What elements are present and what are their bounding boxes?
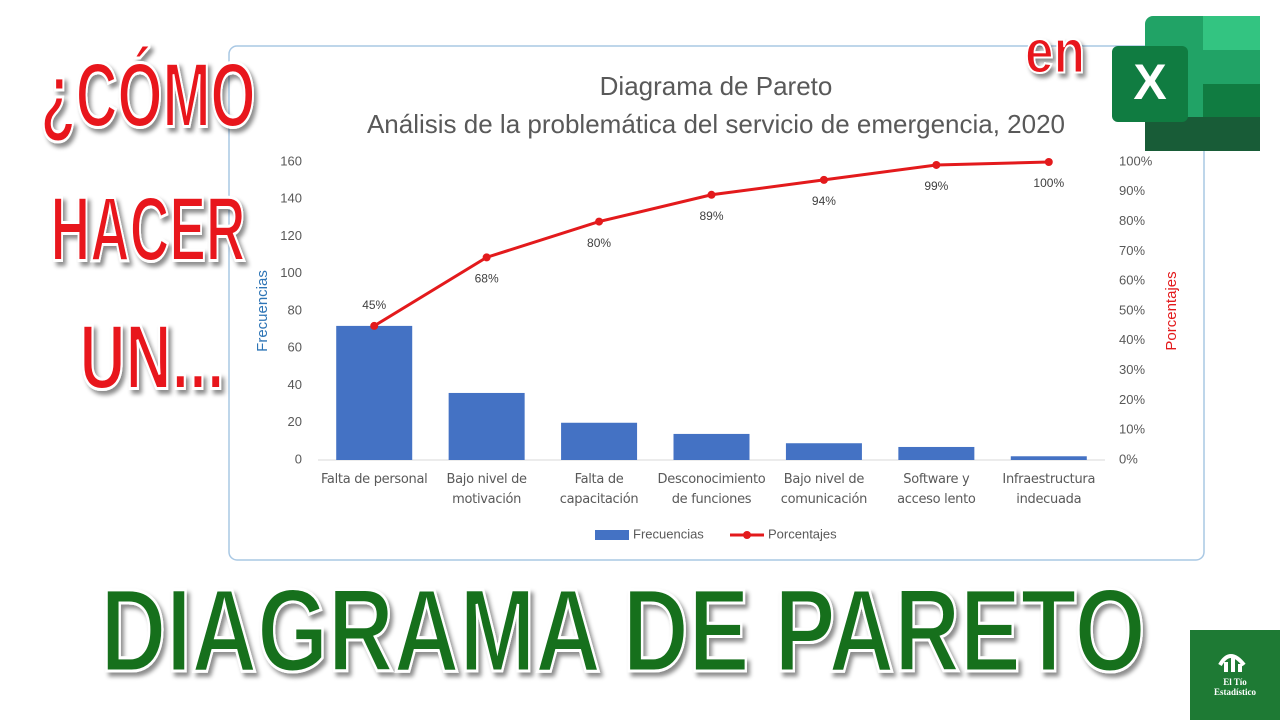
legend-label: Porcentajes [768, 526, 837, 541]
y-tick-label: 20 [288, 414, 302, 429]
line-marker [482, 253, 491, 262]
chart-subtitle: Análisis de la problemática del servicio… [367, 109, 1065, 139]
y2-tick-label: 100% [1119, 153, 1153, 168]
logo: El Tío Estadístico [1190, 630, 1280, 720]
bar [1010, 456, 1087, 460]
logo-text: El Tío [1223, 677, 1247, 687]
legend-swatch [595, 530, 629, 540]
y-tick-label: 80 [288, 302, 302, 317]
line-marker [595, 217, 604, 226]
y2-tick-label: 80% [1119, 213, 1145, 228]
y-tick-label: 160 [280, 153, 302, 168]
bar [561, 422, 638, 460]
x-tick-label: Desconocimiento de funciones [657, 472, 766, 507]
line-marker [1044, 158, 1053, 166]
y-tick-label: 100 [280, 265, 302, 280]
y2-tick-label: 10% [1119, 422, 1145, 437]
line-marker [370, 321, 379, 330]
y-tick-label: 40 [288, 377, 302, 392]
data-label: 89% [699, 209, 723, 223]
y-tick-label: 60 [288, 340, 302, 355]
line-marker [707, 190, 716, 199]
y2-tick-label: 0% [1119, 451, 1138, 466]
legend-swatch [743, 531, 751, 539]
logo-text: Estadístico [1214, 687, 1257, 697]
bar [898, 446, 975, 460]
bar [448, 392, 525, 460]
data-label: 80% [587, 236, 611, 250]
data-label: 45% [362, 298, 386, 312]
headline: ¿CÓMO [41, 43, 256, 146]
y2-tick-label: 40% [1119, 332, 1145, 347]
y-tick-label: 140 [280, 191, 302, 206]
bar [785, 443, 862, 460]
excel-icon: X [1112, 16, 1260, 151]
x-tick-label: Falta de capacitación [559, 472, 639, 507]
line-marker [819, 175, 828, 184]
y-tick-label: 120 [280, 228, 302, 243]
y2-tick-label: 50% [1119, 302, 1145, 317]
banner: DIAGRAMA DE PARETO [101, 565, 1146, 697]
y2-axis-title: Porcentajes [1163, 271, 1180, 350]
y2-tick-label: 30% [1119, 362, 1145, 377]
y2-tick-label: 60% [1119, 273, 1145, 288]
y2-tick-label: 20% [1119, 392, 1145, 407]
headline: HACER [51, 178, 246, 280]
connector: en [1025, 17, 1085, 86]
legend-label: Frecuencias [633, 526, 704, 541]
data-label: 94% [812, 194, 836, 208]
chart-title: Diagrama de Pareto [600, 71, 833, 101]
bar [336, 325, 413, 460]
y2-tick-label: 70% [1119, 243, 1145, 258]
excel-letter: X [1133, 54, 1166, 110]
line-marker [932, 160, 941, 169]
x-tick-label: Bajo nivel de comunicación [780, 472, 868, 507]
data-label: 100% [1033, 176, 1064, 190]
y2-tick-label: 90% [1119, 183, 1145, 198]
x-tick-label: Falta de personal [320, 472, 428, 487]
data-label: 99% [924, 179, 948, 193]
data-label: 68% [475, 272, 499, 286]
bar [673, 433, 750, 460]
headline: UN... [80, 306, 225, 408]
x-tick-label: Bajo nivel de motivación [446, 472, 528, 507]
y-tick-label: 0 [295, 451, 302, 466]
x-tick-label: Infraestructura indecuada [1002, 472, 1096, 507]
x-tick-label: Software y acceso lento [897, 472, 976, 507]
y-axis-title: Frecuencias [254, 270, 271, 352]
